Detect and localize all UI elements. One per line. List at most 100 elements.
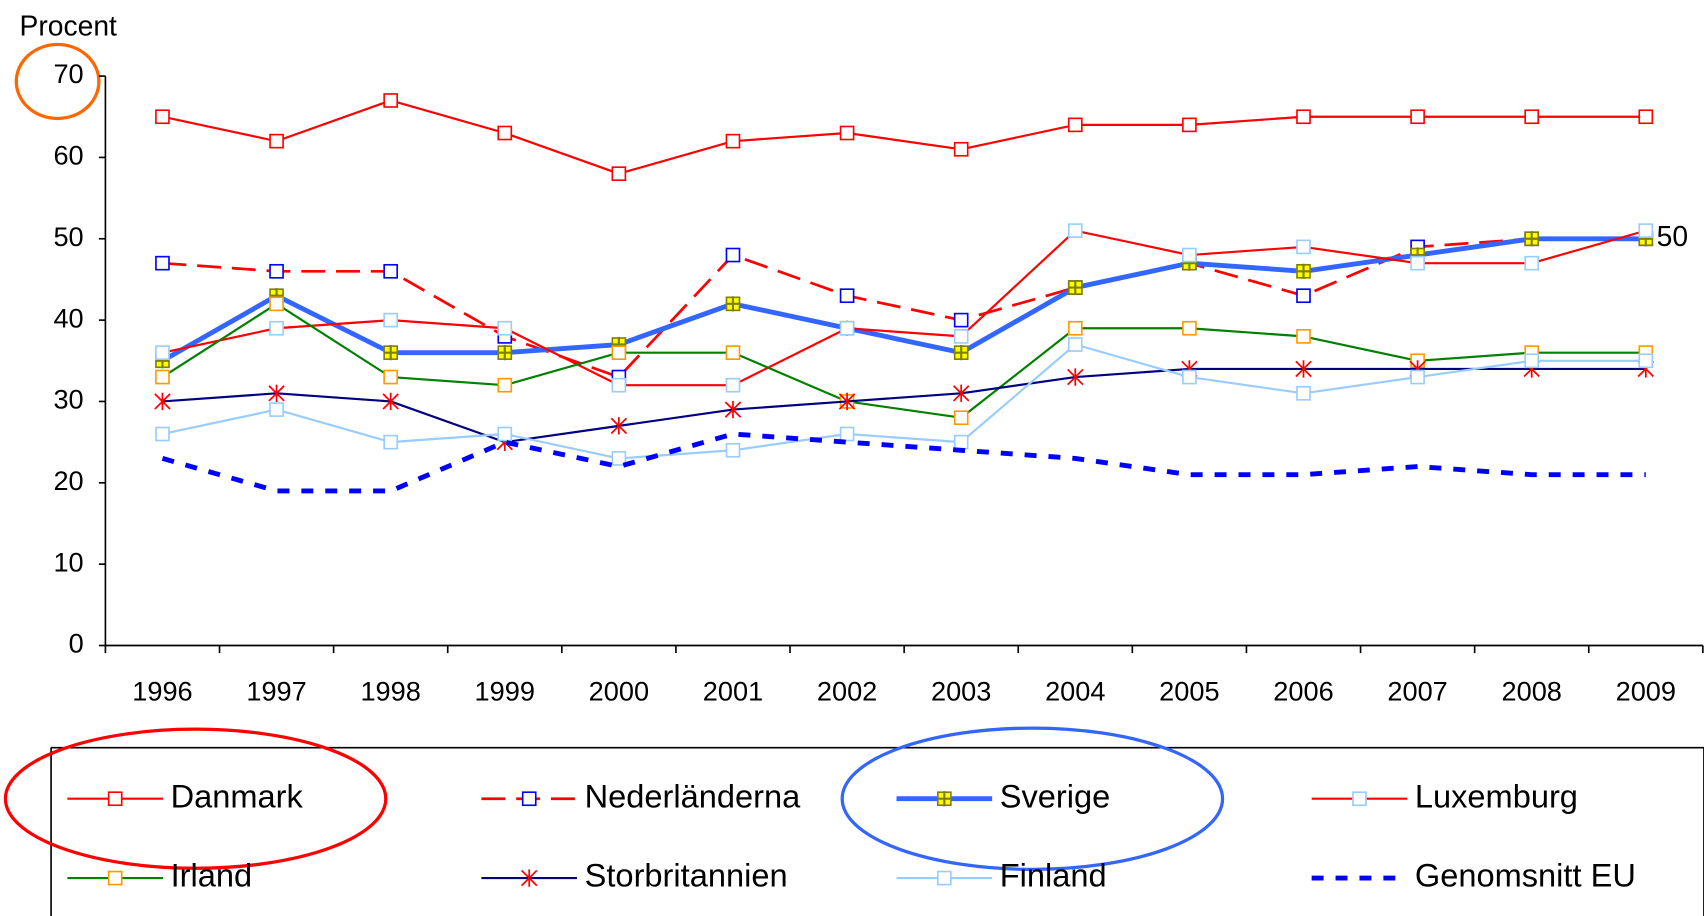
marker-square bbox=[1296, 385, 1311, 401]
marker-plus bbox=[937, 791, 951, 807]
marker-square bbox=[155, 369, 170, 385]
marker bbox=[953, 312, 969, 328]
y-tick-label: 70 bbox=[53, 58, 83, 89]
legend-label: Genomsnitt EU bbox=[1415, 857, 1636, 894]
marker-square bbox=[1524, 255, 1540, 271]
marker bbox=[155, 369, 170, 385]
marker bbox=[725, 247, 741, 263]
marker-asterisk bbox=[1295, 360, 1312, 378]
marker bbox=[1638, 223, 1654, 238]
x-tick-label: 2003 bbox=[931, 675, 991, 706]
marker bbox=[383, 312, 399, 328]
highlight-ellipse bbox=[3, 727, 388, 870]
series-line bbox=[162, 99, 1646, 175]
marker-square bbox=[1067, 117, 1083, 133]
marker-square bbox=[953, 312, 969, 328]
marker-square bbox=[1638, 223, 1654, 238]
marker-square bbox=[611, 377, 627, 393]
marker bbox=[383, 369, 399, 385]
x-tick-label: 2001 bbox=[703, 675, 763, 706]
marker bbox=[383, 434, 399, 450]
marker bbox=[1182, 247, 1197, 263]
marker-asterisk bbox=[154, 392, 171, 411]
marker bbox=[725, 296, 741, 312]
marker-plus bbox=[384, 345, 398, 361]
series-line bbox=[161, 302, 1646, 419]
x-tick-label: 1996 bbox=[132, 675, 192, 706]
marker-square bbox=[1352, 791, 1367, 807]
marker bbox=[610, 417, 628, 435]
marker-square bbox=[269, 296, 284, 312]
legend-label: Luxemburg bbox=[1415, 777, 1578, 814]
marker-square bbox=[725, 442, 741, 458]
legend-label: Irland bbox=[171, 857, 253, 894]
marker bbox=[268, 384, 285, 403]
marker bbox=[269, 263, 284, 279]
x-tick-label: 1999 bbox=[475, 675, 535, 706]
marker-square bbox=[1067, 223, 1083, 238]
marker-square bbox=[269, 263, 284, 279]
marker-square bbox=[725, 377, 741, 393]
marker-square bbox=[1638, 353, 1654, 369]
marker bbox=[155, 255, 170, 271]
marker-square bbox=[497, 125, 513, 141]
marker bbox=[937, 870, 952, 886]
marker bbox=[839, 125, 855, 141]
marker-plus bbox=[954, 345, 968, 361]
x-tick-label: 2006 bbox=[1273, 675, 1333, 706]
marker-square bbox=[269, 320, 284, 336]
marker bbox=[1182, 117, 1197, 133]
marker-square bbox=[839, 320, 855, 336]
marker bbox=[1067, 279, 1083, 296]
marker bbox=[1524, 109, 1540, 125]
marker-plus bbox=[498, 345, 512, 361]
marker-plus bbox=[1068, 279, 1082, 296]
legend-label: Danmark bbox=[171, 777, 304, 814]
marker-asterisk bbox=[838, 392, 856, 411]
marker-square bbox=[611, 345, 627, 360]
marker bbox=[269, 402, 284, 417]
marker bbox=[953, 141, 969, 157]
marker-square bbox=[521, 791, 537, 807]
marker-square bbox=[953, 434, 969, 450]
marker-square bbox=[107, 870, 123, 886]
marker-square bbox=[383, 369, 399, 385]
series-line bbox=[161, 236, 1646, 363]
marker bbox=[1638, 109, 1654, 125]
series-line bbox=[162, 237, 1646, 379]
marker-square bbox=[155, 426, 170, 442]
marker bbox=[1296, 109, 1311, 125]
marker bbox=[952, 384, 970, 403]
marker bbox=[155, 109, 170, 125]
legend-label: Sverige bbox=[1000, 777, 1111, 814]
marker bbox=[1296, 263, 1311, 279]
marker bbox=[611, 345, 627, 360]
marker bbox=[269, 320, 284, 336]
marker-square bbox=[155, 345, 170, 360]
marker-square bbox=[497, 320, 513, 336]
y-tick-label: 0 bbox=[69, 628, 84, 659]
marker-square bbox=[1296, 288, 1311, 304]
marker-square bbox=[1067, 337, 1083, 352]
legend-label: Finland bbox=[1000, 857, 1107, 894]
marker-square bbox=[1638, 109, 1654, 125]
y-tick-label: 50 bbox=[53, 221, 83, 252]
marker-square bbox=[155, 109, 170, 125]
marker-square bbox=[839, 426, 855, 442]
y-tick-label: 10 bbox=[53, 546, 83, 577]
marker bbox=[1296, 288, 1311, 304]
marker-square bbox=[1182, 320, 1197, 336]
marker bbox=[497, 320, 513, 336]
y-tick-label: 60 bbox=[53, 140, 83, 171]
marker-square bbox=[497, 377, 513, 393]
marker bbox=[1067, 223, 1083, 238]
marker-square bbox=[1296, 239, 1311, 255]
marker bbox=[383, 345, 399, 361]
marker bbox=[953, 410, 969, 426]
legend-label: Nederländerna bbox=[585, 777, 802, 814]
marker-square bbox=[1067, 320, 1083, 336]
marker bbox=[1410, 255, 1425, 271]
marker bbox=[521, 869, 538, 887]
marker bbox=[1524, 231, 1540, 247]
